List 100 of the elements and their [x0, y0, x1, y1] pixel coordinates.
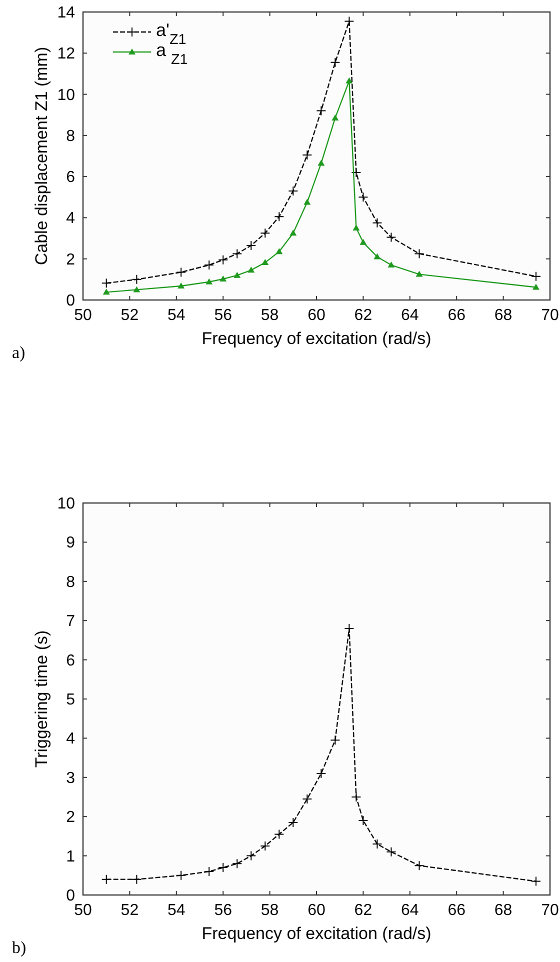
x-axis-title: Frequency of excitation (rad/s) [202, 329, 432, 348]
y-tick-label: 8 [66, 574, 76, 591]
point [316, 106, 326, 116]
point [414, 860, 424, 871]
point [351, 792, 362, 802]
point [372, 839, 382, 850]
point [290, 230, 297, 236]
point [274, 829, 284, 840]
point [316, 768, 326, 778]
point [206, 278, 213, 284]
y-tick-label: 0 [66, 292, 76, 310]
text: a) [12, 343, 26, 362]
x-tick-label: 52 [120, 902, 139, 919]
y-tick-label: 10 [57, 496, 76, 512]
point [330, 735, 340, 746]
point [176, 870, 186, 880]
x-tick-label: 60 [308, 307, 326, 324]
point [178, 282, 185, 289]
point [218, 862, 228, 873]
point [132, 874, 142, 884]
y-tick-label: 2 [66, 809, 76, 826]
point [532, 284, 540, 290]
x-axis-title: Frequency of excitation (rad/s) [202, 924, 432, 943]
point [318, 160, 325, 166]
x-tick-label: 62 [354, 902, 372, 919]
point [414, 248, 424, 259]
point [358, 192, 368, 202]
y-axis-title: Cable displacement Z1 (mm) [32, 46, 51, 266]
y-tick-label: 14 [57, 4, 76, 22]
x-tick-label: 70 [541, 307, 559, 324]
point [330, 57, 340, 68]
x-tick-label: 54 [168, 307, 186, 324]
point [232, 248, 242, 259]
point [232, 858, 242, 869]
point [274, 212, 284, 222]
x-tick-label: 56 [214, 307, 232, 324]
text: b) [12, 938, 26, 957]
point [102, 288, 110, 295]
x-tick-label: 64 [401, 307, 419, 324]
y-tick-label: 2 [66, 251, 76, 268]
point [288, 817, 298, 828]
point [530, 271, 541, 282]
point [352, 224, 360, 230]
point [332, 114, 339, 120]
point [360, 238, 367, 245]
x-tick-label: 50 [74, 902, 92, 919]
point [351, 167, 362, 178]
y-tick-label: 1 [66, 848, 76, 866]
x-tick-label: 64 [401, 902, 419, 919]
point [204, 260, 214, 270]
point [302, 150, 312, 160]
point [262, 259, 269, 266]
x-tick-label: 68 [494, 902, 512, 919]
point [530, 876, 541, 886]
y-tick-label: 12 [57, 46, 76, 63]
point [220, 276, 227, 282]
point [101, 278, 112, 288]
point [133, 286, 140, 292]
point [204, 866, 214, 876]
point [374, 253, 381, 260]
point [132, 274, 142, 284]
x-tick-label: 70 [541, 902, 559, 919]
y-tick-label: 4 [66, 730, 76, 748]
x-tick-label: 58 [260, 902, 279, 919]
y-tick-label: 3 [66, 770, 76, 787]
point [344, 623, 354, 634]
point [218, 254, 228, 265]
point [246, 240, 256, 250]
x-tick-label: 60 [308, 902, 326, 919]
point [288, 186, 298, 196]
x-tick-label: 58 [260, 307, 279, 324]
point [344, 16, 354, 26]
x-tick-label: 68 [494, 307, 512, 324]
point [416, 270, 423, 277]
y-tick-label: 6 [66, 169, 76, 186]
y-tick-label: 0 [66, 888, 76, 904]
x-tick-label: 54 [168, 902, 186, 919]
y-tick-label: 10 [57, 86, 76, 104]
y-tick-label: 7 [66, 613, 76, 630]
y-tick-label: 8 [66, 128, 76, 145]
point [304, 198, 311, 205]
point [101, 874, 112, 884]
x-tick-label: 50 [74, 307, 92, 324]
point [260, 228, 270, 238]
point [386, 232, 396, 242]
point [388, 262, 395, 268]
point [386, 846, 396, 857]
y-axis-title: Triggering time (s) [32, 630, 51, 768]
x-tick-label: 56 [214, 902, 232, 919]
point [234, 272, 241, 278]
point [276, 248, 283, 254]
point [346, 77, 353, 84]
y-tick-label: 6 [66, 652, 76, 670]
y-tick-label: 9 [66, 534, 76, 552]
point [176, 267, 186, 278]
y-tick-label: 4 [66, 210, 76, 228]
point [260, 841, 270, 851]
x-tick-label: 62 [354, 307, 372, 324]
point [248, 266, 255, 273]
point [302, 794, 312, 804]
